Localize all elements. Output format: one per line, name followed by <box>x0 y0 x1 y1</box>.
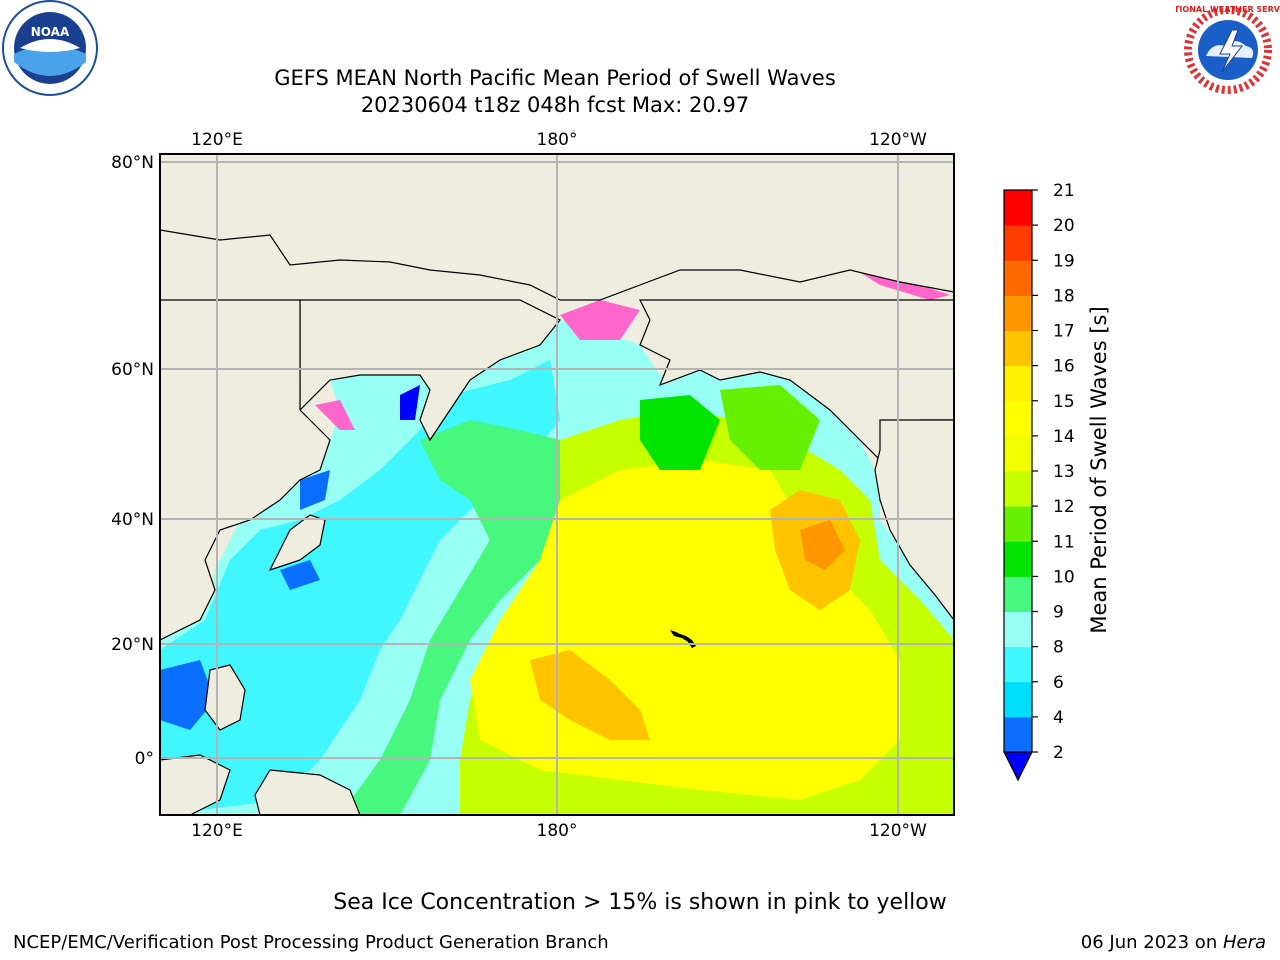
colorbar-segment <box>1004 541 1032 577</box>
colorbar-segment <box>1004 611 1032 648</box>
ocean-blue-patch-2 <box>280 560 320 590</box>
colorbar-tick-label: 10 <box>1053 567 1075 587</box>
colorbar-segment <box>1004 576 1032 612</box>
graticule <box>160 154 954 815</box>
colorbar-tick-label: 18 <box>1053 286 1075 306</box>
nws-logo: NATIONAL WEATHER SERVICE <box>1162 0 1280 100</box>
colorbar-tick-label: 2 <box>1053 743 1064 763</box>
colorbar-segment <box>1004 681 1032 718</box>
colorbar-tick-label: 14 <box>1053 427 1075 447</box>
ocean-blue-patch-3 <box>300 470 330 510</box>
colorbar-segment <box>1004 365 1032 402</box>
land-philippines <box>204 664 246 731</box>
lat-label-20n: 20°N <box>111 635 154 655</box>
lon-label-top-120e: 120°E <box>191 130 243 150</box>
sea-ice-note: Sea Ice Concentration > 15% is shown in … <box>333 890 947 915</box>
colorbar-segment <box>1004 225 1032 261</box>
colorbar-tick-label: 9 <box>1053 603 1064 623</box>
ocean-green-north <box>640 395 720 470</box>
colorbar-segment <box>1004 716 1032 753</box>
colorbar-tick-label: 19 <box>1053 251 1075 271</box>
colorbar-segment <box>1004 330 1032 367</box>
footer-date: 06 Jun 2023 on <box>1080 932 1223 953</box>
footer-left: NCEP/EMC/Verification Post Processing Pr… <box>13 932 609 953</box>
colorbar-tick-label: 11 <box>1053 532 1075 552</box>
footer-host: Hera <box>1222 932 1266 953</box>
ocean-orange-core <box>800 520 845 570</box>
colorbar-segment <box>1004 400 1032 437</box>
lon-label-bottom-120e: 120°E <box>191 821 243 841</box>
noaa-logo-text: NOAA <box>31 25 70 39</box>
land-japan <box>268 514 326 572</box>
land-east-asia <box>160 299 331 641</box>
colorbar-segment <box>1004 260 1032 296</box>
colorbar-segment <box>1004 190 1032 226</box>
land-alaska <box>639 299 954 461</box>
colorbar-tick-label: 16 <box>1053 357 1075 377</box>
colorbar-tick-label: 15 <box>1053 392 1075 412</box>
lon-label-top-180: 180° <box>537 130 578 150</box>
colorbar-segment <box>1004 646 1032 683</box>
colorbar-tick-label: 8 <box>1053 638 1064 658</box>
ocean-blue-patch-1 <box>160 660 215 730</box>
colorbar-tick-label: 21 <box>1053 181 1075 201</box>
land-indonesia <box>160 754 231 815</box>
lat-label-40n: 40°N <box>111 510 154 530</box>
colorbar-segment <box>1004 471 1032 507</box>
colorbar-segment <box>1004 506 1032 542</box>
sea-ice-patch-5 <box>315 400 355 430</box>
map-frame <box>159 153 955 816</box>
map-title: GEFS MEAN North Pacific Mean Period of S… <box>274 66 836 90</box>
ocean-green-north2 <box>720 385 820 470</box>
sea-ice-patch-3 <box>560 300 640 340</box>
colorbar-segment <box>1004 435 1032 472</box>
colorbar-tick-label: 17 <box>1053 322 1075 342</box>
lat-label-0: 0° <box>135 749 154 769</box>
lat-label-60n: 60°N <box>111 360 154 380</box>
map-subtitle: 20230604 t18z 048h fcst Max: 20.97 <box>360 93 750 117</box>
colorbar-tick-label: 4 <box>1053 708 1064 728</box>
footer-right: 06 Jun 2023 on Hera <box>1081 932 1266 953</box>
ocean-orange-central <box>530 650 650 740</box>
nws-logo-text: NATIONAL WEATHER SERVICE <box>1176 5 1280 14</box>
lon-label-top-120w: 120°W <box>869 130 927 150</box>
colorbar-tick-label: 13 <box>1053 462 1075 482</box>
land-new-guinea <box>254 769 361 815</box>
colorbar-title: Mean Period of Swell Waves [s] <box>1087 306 1111 633</box>
noaa-logo: NOAA <box>0 0 104 100</box>
ocean-blue-patch-4 <box>400 385 420 420</box>
colorbar-tick-label: 12 <box>1053 497 1075 517</box>
colorbar-tick-label: 20 <box>1053 216 1075 236</box>
lat-label-80n: 80°N <box>111 153 154 173</box>
lon-label-bottom-180: 180° <box>537 821 578 841</box>
colorbar: 2 4 6 8 9 10 11 12 13 14 15 16 17 18 19 20 21 <box>1003 181 1075 782</box>
colorbar-tick-label: 6 <box>1053 673 1064 693</box>
colorbar-under-triangle <box>1003 751 1033 782</box>
colorbar-segment <box>1004 295 1032 331</box>
lon-label-bottom-120w: 120°W <box>869 821 927 841</box>
